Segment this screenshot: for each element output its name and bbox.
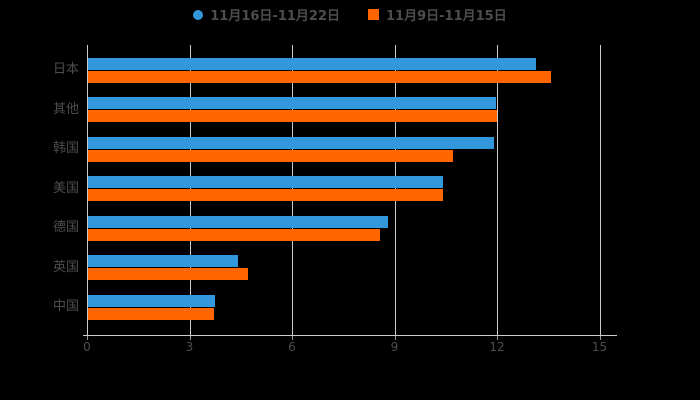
x-tick-label: 3 bbox=[185, 340, 194, 354]
legend-label-week2: 11月16日-11月22日 bbox=[210, 9, 341, 24]
bar-德国-previous-week bbox=[88, 228, 381, 241]
bar-中国-current-week bbox=[88, 294, 216, 307]
x-tick-label: 0 bbox=[83, 340, 91, 354]
bar-韩国-previous-week bbox=[88, 149, 454, 162]
bar-其他-previous-week bbox=[88, 110, 498, 122]
bar-英国-current-week bbox=[88, 255, 239, 267]
gridline bbox=[599, 45, 601, 335]
gridline bbox=[497, 45, 498, 335]
bar-其他-current-week bbox=[88, 97, 496, 109]
axis-tick bbox=[189, 335, 191, 340]
legend: 11月16日-11月22日 11月9日-11月15日 bbox=[0, 5, 700, 24]
category-label: 美国 bbox=[52, 180, 79, 196]
legend-item-week2[interactable]: 11月16日-11月22日 bbox=[193, 5, 340, 24]
bar-英国-previous-week bbox=[88, 268, 248, 280]
axis-tick bbox=[292, 335, 293, 340]
bar-韩国-current-week bbox=[88, 136, 494, 149]
axis-tick bbox=[394, 335, 396, 340]
legend-item-week1[interactable]: 11月9日-11月15日 bbox=[368, 5, 507, 24]
bar-美国-previous-week bbox=[88, 189, 443, 201]
category-label: 其他 bbox=[52, 101, 79, 117]
bar-美国-current-week bbox=[88, 176, 443, 188]
legend-circle-icon bbox=[193, 9, 204, 20]
x-tick-label: 9 bbox=[390, 340, 399, 354]
axis-tick bbox=[87, 335, 88, 340]
bar-日本-previous-week bbox=[88, 70, 551, 83]
bar-中国-previous-week bbox=[88, 307, 214, 320]
legend-label-week1: 11月9日-11月15日 bbox=[386, 9, 507, 24]
category-label: 日本 bbox=[52, 62, 79, 77]
gridline bbox=[87, 45, 88, 335]
category-label: 中国 bbox=[52, 299, 79, 314]
bar-日本-current-week bbox=[88, 57, 536, 70]
x-axis-line bbox=[83, 335, 617, 336]
category-label: 韩国 bbox=[52, 141, 79, 156]
axis-tick bbox=[497, 335, 498, 340]
legend-square-icon bbox=[368, 9, 380, 20]
category-label: 德国 bbox=[52, 220, 79, 235]
x-tick-label: 12 bbox=[489, 340, 505, 354]
x-tick-label: 15 bbox=[591, 340, 608, 354]
axis-tick bbox=[599, 335, 601, 340]
category-label: 英国 bbox=[52, 259, 79, 275]
x-tick-label: 6 bbox=[288, 340, 296, 354]
bar-德国-current-week bbox=[88, 215, 389, 228]
